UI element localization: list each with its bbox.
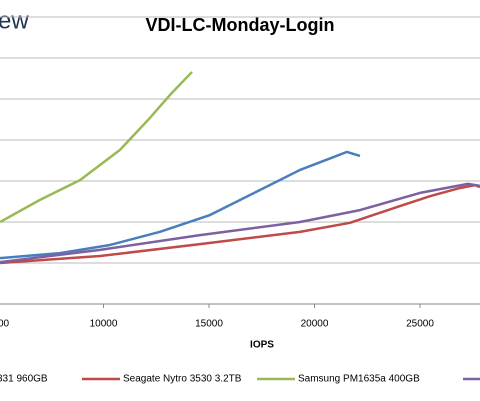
line-series — [0, 71, 193, 224]
line-series — [0, 182, 480, 264]
chart-title: VDI-LC-Monday-Login — [146, 15, 335, 35]
x-tick-label: 20000 — [301, 319, 329, 330]
x-tick-label: 25000 — [406, 319, 434, 330]
x-tick-label: 15000 — [195, 319, 223, 330]
x-axis-label: IOPS — [250, 340, 274, 351]
legend-label: Seagate Nytro 3530 3.2TB — [123, 374, 242, 385]
x-tick-label: 5000 — [0, 319, 10, 330]
logo: ew — [0, 7, 29, 34]
legend-label: Samsung PM1635a 400GB — [298, 374, 420, 385]
legend-label: 331 960GB — [0, 374, 48, 385]
line-series — [0, 150, 361, 260]
x-tick-label: 10000 — [90, 319, 118, 330]
line-series — [0, 183, 480, 265]
